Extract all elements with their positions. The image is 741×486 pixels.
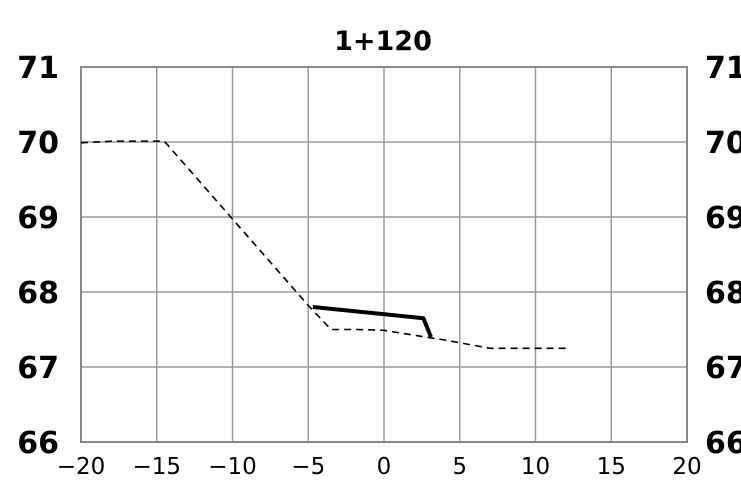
y-tick-label-left: 68 [17,276,59,311]
ground-profile-line [80,140,566,350]
y-tick-label-right: 66 [705,426,741,461]
x-tick-label: −5 [291,454,325,480]
y-tick-label-right: 70 [705,126,741,161]
y-tick-label-right: 68 [705,276,741,311]
design-section-line [312,305,433,338]
y-tick-label-left: 69 [17,201,59,236]
series-group [80,140,566,350]
y-tick-label-right: 71 [705,51,741,86]
x-tick-label: 10 [521,454,550,480]
x-tick-label: 15 [597,454,626,480]
y-tick-label-right: 69 [705,201,741,236]
y-tick-labels-right: 66 67 68 69 70 71 [705,51,741,461]
x-tick-label: −10 [208,454,257,480]
x-tick-labels: −20 −15 −10 −5 0 5 10 15 20 [57,454,702,480]
y-tick-label-left: 66 [17,426,59,461]
y-tick-labels-left: 66 67 68 69 70 71 [17,51,59,461]
chart-title: 1+120 [334,26,432,57]
x-tick-label: −20 [57,454,106,480]
plot-frame [80,66,688,443]
x-tick-label: 20 [672,454,701,480]
x-tick-label: −15 [132,454,181,480]
x-tick-label: 5 [452,454,467,480]
grid [80,66,688,443]
y-tick-label-left: 70 [17,126,59,161]
y-tick-label-left: 67 [17,351,59,386]
y-tick-label-right: 67 [705,351,741,386]
x-tick-label: 0 [377,454,392,480]
y-tick-label-left: 71 [17,51,59,86]
